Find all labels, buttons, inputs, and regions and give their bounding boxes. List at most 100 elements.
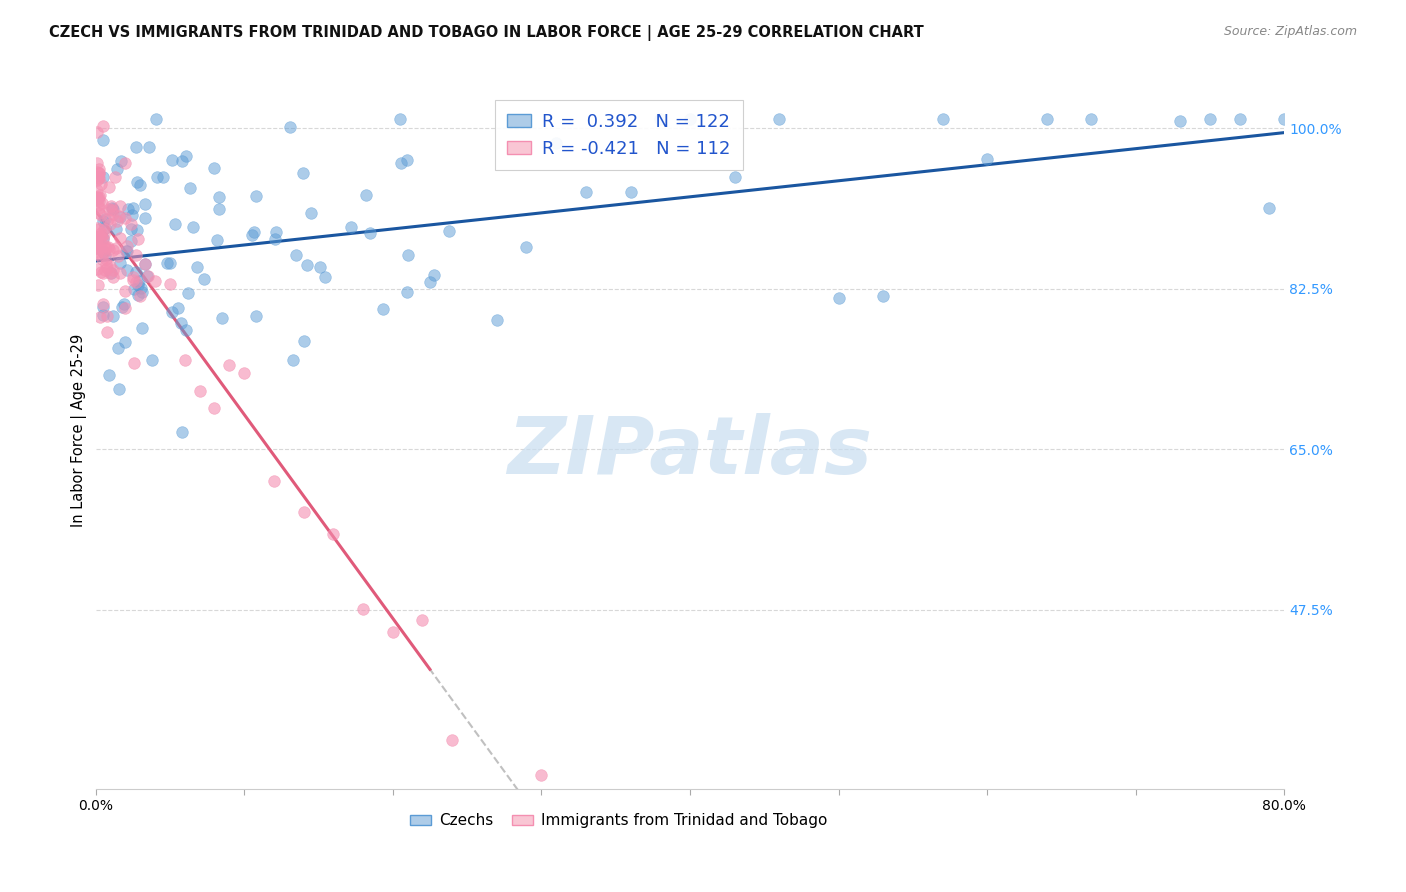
Point bbox=[114, 156, 136, 170]
Point bbox=[422, 268, 444, 282]
Point bbox=[167, 301, 190, 315]
Point bbox=[120, 234, 142, 248]
Point bbox=[575, 186, 598, 200]
Point bbox=[89, 230, 111, 244]
Point bbox=[169, 316, 191, 330]
Point bbox=[285, 248, 308, 262]
Point bbox=[170, 425, 193, 439]
Point bbox=[93, 244, 115, 259]
Point bbox=[395, 285, 418, 299]
Point bbox=[143, 274, 166, 288]
Point bbox=[174, 149, 197, 163]
Point bbox=[136, 268, 159, 283]
Point bbox=[160, 304, 183, 318]
Point bbox=[100, 266, 122, 280]
Point bbox=[207, 233, 229, 247]
Point bbox=[86, 262, 108, 277]
Point bbox=[94, 239, 117, 253]
Point bbox=[389, 112, 412, 126]
Point bbox=[114, 334, 136, 349]
Point bbox=[94, 263, 117, 277]
Point bbox=[127, 288, 149, 302]
Point bbox=[146, 170, 169, 185]
Point bbox=[91, 244, 114, 259]
Point bbox=[115, 239, 138, 253]
Point bbox=[138, 140, 160, 154]
Point bbox=[389, 155, 412, 169]
Point bbox=[90, 178, 112, 192]
Point bbox=[107, 341, 129, 355]
Point bbox=[233, 366, 256, 380]
Point bbox=[112, 297, 135, 311]
Point bbox=[89, 188, 111, 202]
Point bbox=[86, 125, 108, 139]
Point bbox=[110, 154, 132, 169]
Point bbox=[679, 112, 702, 126]
Text: ZIPatlas: ZIPatlas bbox=[508, 413, 873, 491]
Point bbox=[134, 211, 156, 225]
Point bbox=[152, 170, 174, 185]
Point bbox=[314, 270, 336, 285]
Point bbox=[90, 252, 112, 266]
Point bbox=[322, 527, 344, 541]
Point bbox=[121, 201, 143, 215]
Point bbox=[165, 217, 187, 231]
Point bbox=[100, 201, 122, 215]
Point bbox=[292, 165, 315, 179]
Point bbox=[91, 231, 114, 245]
Point bbox=[87, 277, 110, 292]
Point bbox=[86, 229, 108, 244]
Point bbox=[872, 288, 894, 302]
Point bbox=[98, 180, 121, 194]
Point bbox=[174, 323, 197, 337]
Point bbox=[103, 207, 125, 221]
Point bbox=[87, 170, 110, 185]
Point bbox=[87, 166, 110, 180]
Point bbox=[97, 212, 120, 227]
Point bbox=[86, 165, 108, 179]
Point bbox=[117, 202, 139, 217]
Point bbox=[98, 202, 121, 216]
Point bbox=[292, 505, 315, 519]
Point bbox=[87, 201, 110, 215]
Point bbox=[125, 265, 148, 279]
Point bbox=[129, 281, 152, 295]
Point bbox=[101, 270, 124, 285]
Point bbox=[120, 222, 142, 236]
Point bbox=[96, 309, 118, 323]
Point bbox=[86, 173, 108, 187]
Point bbox=[122, 282, 145, 296]
Point bbox=[186, 260, 208, 274]
Point bbox=[89, 222, 111, 236]
Point bbox=[91, 196, 114, 211]
Point bbox=[90, 241, 112, 255]
Point bbox=[91, 232, 114, 246]
Point bbox=[127, 223, 149, 237]
Point bbox=[86, 235, 108, 250]
Point bbox=[1258, 201, 1281, 215]
Point bbox=[86, 244, 108, 259]
Legend: Czechs, Immigrants from Trinidad and Tobago: Czechs, Immigrants from Trinidad and Tob… bbox=[404, 807, 834, 835]
Point bbox=[97, 368, 120, 383]
Point bbox=[101, 202, 124, 216]
Point bbox=[98, 242, 121, 256]
Point bbox=[125, 175, 148, 189]
Point bbox=[100, 199, 122, 213]
Point bbox=[530, 796, 553, 810]
Point bbox=[101, 202, 124, 217]
Point bbox=[183, 220, 205, 235]
Point bbox=[1229, 112, 1251, 126]
Point bbox=[96, 325, 118, 339]
Point bbox=[136, 268, 159, 283]
Point bbox=[283, 352, 305, 367]
Point bbox=[1168, 113, 1191, 128]
Point bbox=[108, 382, 131, 396]
Point bbox=[515, 240, 537, 254]
Point bbox=[125, 140, 148, 154]
Point bbox=[93, 227, 115, 241]
Point bbox=[156, 256, 179, 270]
Point bbox=[179, 181, 201, 195]
Point bbox=[94, 248, 117, 262]
Point bbox=[395, 153, 418, 167]
Text: CZECH VS IMMIGRANTS FROM TRINIDAD AND TOBAGO IN LABOR FORCE | AGE 25-29 CORRELAT: CZECH VS IMMIGRANTS FROM TRINIDAD AND TO… bbox=[49, 25, 924, 41]
